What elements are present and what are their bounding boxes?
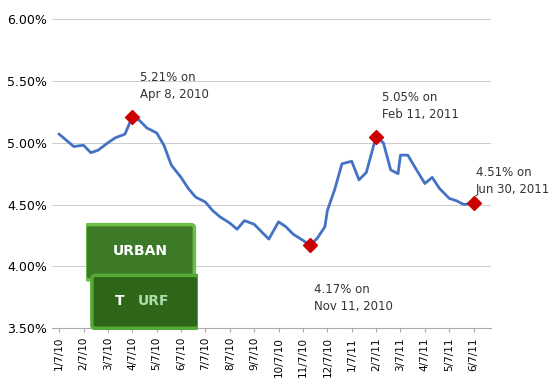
Text: T: T [115,294,125,308]
FancyBboxPatch shape [92,275,199,328]
Text: URBAN: URBAN [113,244,167,258]
Text: 4.51% on
Jun 30, 2011: 4.51% on Jun 30, 2011 [476,166,550,196]
FancyBboxPatch shape [85,225,194,280]
Text: URF: URF [138,294,169,308]
Text: 5.21% on
Apr 8, 2010: 5.21% on Apr 8, 2010 [140,71,208,101]
Text: 4.17% on
Nov 11, 2010: 4.17% on Nov 11, 2010 [314,283,393,313]
Text: 5.05% on
Feb 11, 2011: 5.05% on Feb 11, 2011 [382,91,459,121]
